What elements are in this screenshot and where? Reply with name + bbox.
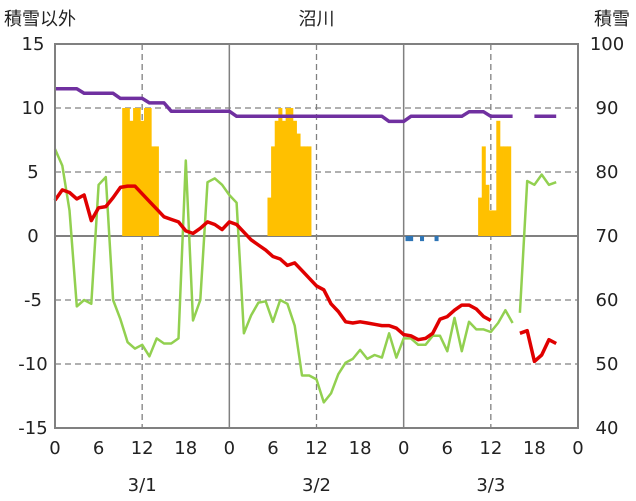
bar: [154, 146, 159, 236]
right-axis-label: 積雪: [594, 9, 630, 30]
bar: [409, 236, 414, 242]
bar: [478, 197, 483, 236]
bar: [481, 146, 486, 236]
bar: [274, 120, 279, 236]
x-tick-label: 18: [523, 438, 546, 459]
bar: [434, 236, 439, 242]
bar: [492, 210, 497, 236]
x-tick-label: 0: [398, 438, 409, 459]
bar: [125, 108, 130, 236]
bar: [140, 120, 145, 236]
y-left-tick-label: -10: [18, 354, 47, 375]
y-left-tick-label: 0: [27, 226, 38, 247]
bar: [499, 146, 504, 236]
red-line: [519, 328, 558, 364]
x-tick-label: 6: [442, 438, 453, 459]
bar: [296, 133, 301, 236]
bar: [485, 184, 490, 236]
bar: [278, 108, 283, 236]
y-right-tick-label: 90: [596, 98, 619, 119]
y-left-tick-label: 10: [22, 98, 45, 119]
bar: [420, 236, 425, 242]
y-right-tick-label: 80: [596, 162, 619, 183]
y-right-tick-label: 100: [590, 34, 624, 55]
y-right-tick-label: 50: [596, 354, 619, 375]
purple-line: [55, 87, 513, 124]
y-right-tick-label: 40: [596, 418, 619, 439]
bar: [122, 108, 127, 236]
line-series: [53, 87, 558, 404]
x-tick-label: 18: [174, 438, 197, 459]
bar: [289, 108, 294, 236]
bar: [405, 236, 410, 242]
left-axis-label: 積雪以外: [4, 9, 76, 30]
day-label: 3/3: [476, 475, 505, 496]
bar: [151, 146, 156, 236]
x-tick-label: 6: [93, 438, 104, 459]
day-label: 3/1: [128, 475, 157, 496]
x-tick-label: 6: [267, 438, 278, 459]
bar: [307, 146, 312, 236]
green-line: [518, 173, 557, 313]
bar: [271, 146, 276, 236]
bar: [507, 146, 512, 236]
x-tick-label: 0: [49, 438, 60, 459]
x-tick-label: 12: [305, 438, 328, 459]
bar: [281, 120, 287, 236]
grid: [55, 44, 578, 428]
y-right-tick-label: 70: [596, 226, 619, 247]
day-label: 3/2: [302, 475, 331, 496]
y-left-tick-label: -15: [18, 418, 47, 439]
bar: [503, 146, 508, 236]
bar-series: [122, 108, 512, 242]
x-tick-label: 12: [131, 438, 154, 459]
x-tick-label: 12: [479, 438, 502, 459]
bar: [143, 108, 149, 236]
green-line: [53, 148, 514, 404]
y-left-tick-label: 15: [22, 34, 45, 55]
y-left-tick-label: 5: [27, 162, 38, 183]
y-left-tick-label: -5: [24, 290, 42, 311]
bar: [489, 210, 494, 236]
bar: [303, 146, 308, 236]
bar: [267, 197, 272, 236]
chart-title: 沼川: [299, 9, 335, 30]
bar: [147, 108, 152, 236]
bar: [136, 108, 141, 236]
bar: [129, 120, 134, 236]
x-tick-label: 18: [349, 438, 372, 459]
labels: 沼川 積雪以外 積雪: [4, 9, 630, 30]
y-right-tick-label: 60: [596, 290, 619, 311]
red-line: [53, 184, 492, 342]
bar: [285, 108, 290, 236]
bar: [496, 120, 501, 236]
bar: [292, 120, 297, 236]
x-tick-label: 0: [572, 438, 583, 459]
bar: [133, 108, 138, 236]
plot-frame: [54, 43, 579, 429]
x-tick-label: 0: [224, 438, 235, 459]
bar: [300, 146, 305, 236]
